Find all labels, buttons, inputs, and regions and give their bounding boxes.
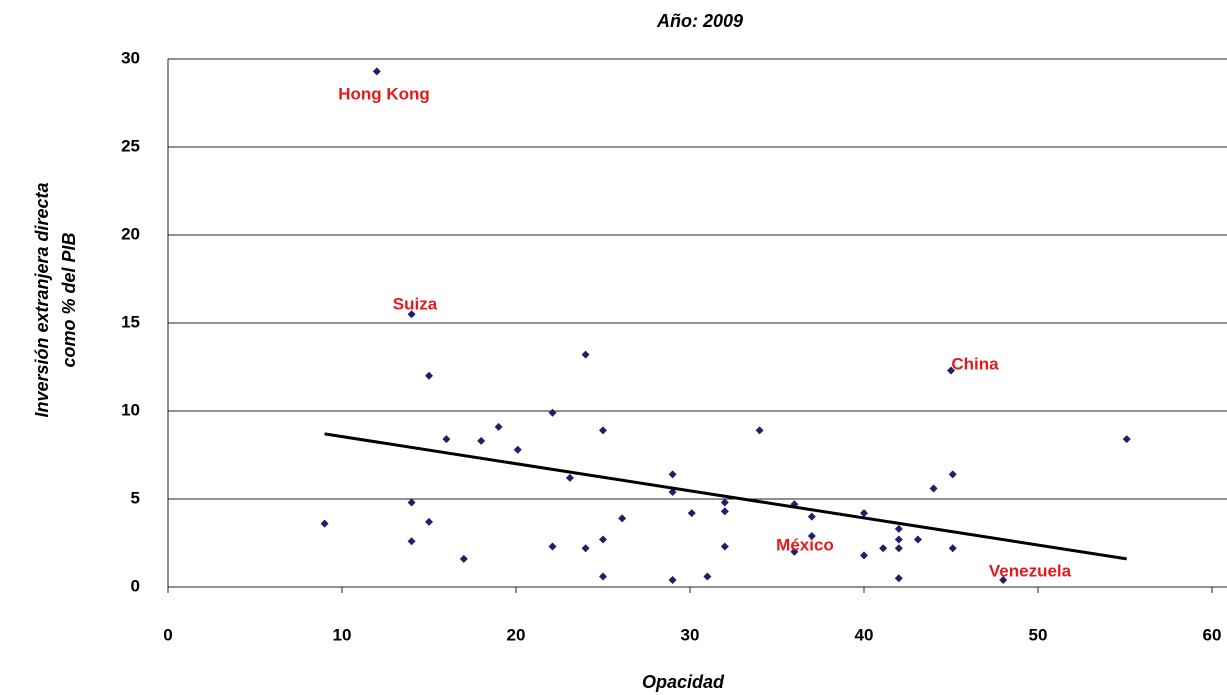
data-point [513,445,522,454]
x-axis-title: Opacidad [642,672,725,692]
y-tick-label: 0 [131,576,140,595]
x-tick-label: 0 [163,625,172,644]
data-point [548,408,557,417]
data-point [1122,435,1131,444]
annotation: Hong Kong [338,84,430,103]
annotation: China [951,354,999,373]
data-point [494,422,503,431]
y-tick-label: 15 [121,312,140,331]
annotation: México [776,535,834,554]
data-point [668,487,677,496]
y-axis-title: como % del PIB [59,232,79,367]
data-point [894,544,903,553]
data-point [477,436,486,445]
data-point [407,310,416,319]
data-point [599,426,607,435]
data-point [459,554,468,563]
x-tick-label: 30 [681,625,700,644]
data-point [948,470,957,479]
y-tick-label: 25 [121,136,140,155]
x-tick-label: 20 [507,625,526,644]
data-point [879,544,888,553]
y-tick-label: 10 [121,400,140,419]
data-point [860,509,868,518]
data-point [720,542,729,551]
data-point [565,473,574,482]
data-point [807,512,816,521]
data-point [372,67,381,76]
y-tick-label: 5 [131,488,140,507]
data-point [860,551,868,560]
data-point [618,514,627,523]
data-point [720,498,729,507]
data-point [947,366,955,375]
data-point [425,517,433,526]
data-point [929,484,938,493]
x-tick-label: 40 [855,625,874,644]
data-point [687,509,696,518]
data-point [442,435,451,444]
data-point [320,519,329,528]
data-point [999,575,1008,584]
data-point [581,350,590,359]
data-point [407,537,416,546]
data-point [755,426,764,435]
data-point [894,574,903,583]
chart-title: Año: 2009 [656,11,743,31]
data-point [581,544,590,553]
x-tick-label: 10 [333,625,352,644]
data-point [807,531,816,540]
data-point [894,524,903,533]
y-tick-label: 20 [121,224,140,243]
data-point [913,535,922,544]
data-point [703,572,712,581]
data-point [790,547,799,556]
data-point [948,544,957,553]
trend-line [324,432,1127,561]
data-point [668,575,677,584]
x-tick-label: 60 [1203,625,1222,644]
data-point [407,498,416,507]
data-point [720,507,729,516]
data-point [599,535,607,544]
data-point [668,470,677,479]
data-point [548,542,557,551]
y-axis-title: Inversión extranjera directa [32,182,52,417]
annotation: Suiza [393,294,438,313]
annotation: Venezuela [989,561,1072,580]
x-tick-label: 50 [1029,625,1048,644]
y-tick-label: 30 [121,48,140,67]
data-point [599,572,607,581]
data-point [894,535,903,544]
data-point [425,371,433,380]
